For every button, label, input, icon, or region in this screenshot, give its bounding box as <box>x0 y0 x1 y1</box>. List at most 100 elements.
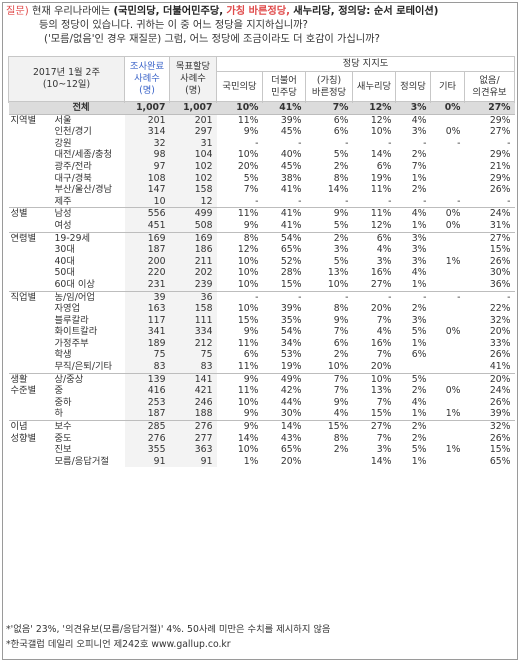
segment-label: 블루칼라 <box>54 314 89 326</box>
group-label <box>9 149 53 161</box>
cell-cases: 98 <box>124 149 170 161</box>
survey-cases-line1: 조사완료 <box>129 61 165 72</box>
cell-percent: 34% <box>280 337 302 349</box>
cell-percent: 5% <box>333 219 349 231</box>
table-row: 60대 이상 231 239 10% 15% 10% 27% 1% 36% <box>9 278 515 291</box>
cell-percent: 41% <box>280 219 302 231</box>
table-row: 수준별 중 416 421 11% 42% 7% 13% 2% 0% 24% <box>9 385 515 397</box>
cell-percent: 11% <box>352 207 396 220</box>
segment-label: 40대 <box>54 255 75 267</box>
cell-percent: 0% <box>445 385 461 397</box>
question-line-1: 질문) 현재 우리나라에는 (국민의당, 더불어민주당, 가칭 바른정당, 새누… <box>6 5 516 19</box>
segment-label: 19-29세 <box>52 231 125 245</box>
cell-percent: - <box>457 137 461 149</box>
cell-percent: 4% <box>395 113 431 127</box>
group-label <box>9 161 53 173</box>
cell-cases: 253 <box>124 396 170 409</box>
cell-percent: 6% <box>352 231 396 245</box>
cell-percent: 0% <box>430 207 465 220</box>
cell-cases: 83 <box>124 361 170 374</box>
cell-percent: 10% <box>237 303 259 315</box>
cell-percent: 32% <box>464 420 515 433</box>
cell-percent <box>431 244 465 256</box>
footnote-2: *한국갤럽 데일리 오피니언 제242호 www.gallup.co.kr <box>6 639 231 650</box>
cell-percent: 24% <box>489 385 511 397</box>
cell-percent: 9% <box>216 372 263 386</box>
cell-percent <box>431 161 465 173</box>
cell-percent: 12% <box>237 244 259 256</box>
cell-cases: 202 <box>169 267 217 279</box>
cell-percent: 7% <box>376 396 392 408</box>
cell-percent: 11% <box>216 113 263 127</box>
cell-percent: 32% <box>489 314 511 326</box>
cell-percent: 14% <box>370 455 392 467</box>
cell-percent: 42% <box>280 385 302 397</box>
cell-percent: 7% <box>333 385 349 397</box>
cell-percent <box>430 420 465 433</box>
cell-percent: 3% <box>411 126 427 138</box>
cell-percent: 54% <box>262 231 306 245</box>
cell-percent: 27% <box>352 420 396 433</box>
cell-percent: 6% <box>376 160 392 172</box>
table-row: 연령별 19-29세 169 169 8% 54% 2% 6% 3% 27% <box>8 231 515 245</box>
cell-percent <box>396 361 431 373</box>
group-label <box>9 408 53 420</box>
group-label <box>9 338 53 350</box>
cell-percent: 14% <box>370 149 392 161</box>
cell-percent: 20% <box>280 455 302 467</box>
cell-percent <box>431 397 465 409</box>
target-cases-header: 목표할당 사례수 (명) <box>169 56 217 102</box>
cell-percent: 11% <box>237 361 259 373</box>
segment-label: 진보 <box>54 444 72 456</box>
target-cases-line3: (명) <box>185 85 201 96</box>
group-label: 지역별 <box>8 113 53 127</box>
question-line-3: ('모름/없음'인 경우 재질문) 그럼, 어느 정당에 조금이라도 더 호감이… <box>44 34 380 45</box>
target-cases-line1: 목표할당 <box>175 61 211 72</box>
cell-cases: 75 <box>169 349 217 362</box>
table-row: 생활 상/중상 139 141 9% 49% 7% 10% 5% 20% <box>8 372 515 386</box>
table-row: 직업별 농/임/어업 39 36- - - - - - - <box>8 290 515 304</box>
table-row: 성별 남성 556 499 11% 41% 9% 11% 4% 0% 24% <box>8 207 515 220</box>
cell-percent: 7% <box>376 349 392 361</box>
cell-percent: 29% <box>489 172 511 184</box>
cell-percent <box>430 231 465 245</box>
cell-percent: 5% <box>243 172 259 184</box>
segment-label: 자영업 <box>54 303 81 315</box>
cell-cases: 211 <box>169 255 217 268</box>
table-row: 학생 75 75 6% 53% 2% 7% 6% 26% <box>9 349 515 362</box>
cell-cases: 186 <box>169 244 217 256</box>
cell-percent: 33% <box>489 337 511 349</box>
cell-cases: 141 <box>169 372 217 386</box>
segment-label: 강원 <box>54 137 72 149</box>
cell-percent: 5% <box>395 372 431 386</box>
cell-percent: 26% <box>489 184 511 196</box>
cell-percent: - <box>298 195 302 207</box>
table-row: 자영업 163 158 10% 39% 8% 20% 2% 22% <box>9 303 515 315</box>
cell-percent: - <box>352 290 396 304</box>
group-label <box>9 220 53 232</box>
cell-cases: 12 <box>169 195 217 208</box>
cell-percent: 53% <box>280 349 302 361</box>
cell-percent: 1% <box>445 408 461 420</box>
group-label: 연령별 <box>8 231 53 245</box>
cell-cases: 139 <box>124 372 170 386</box>
group-label <box>9 126 53 138</box>
segment-label: 부산/울산/경남 <box>54 184 113 196</box>
cell-percent: 0% <box>445 219 461 231</box>
cell-cases: 10 <box>124 195 170 208</box>
party-header-3: 새누리당 <box>352 71 396 102</box>
cell-cases: 108 <box>124 172 170 185</box>
cell-percent: 15% <box>370 408 392 420</box>
cell-cases: 163 <box>124 303 170 315</box>
segment-label: 여성 <box>54 219 72 231</box>
segment-label: 광주/전라 <box>54 160 92 172</box>
cell-percent: 6% <box>411 349 427 361</box>
cell-cases: 314 <box>124 126 170 138</box>
segment-label: 30대 <box>54 244 75 256</box>
question-parties-highlight: 가칭 바른정당, <box>226 6 291 17</box>
cell-cases: 97 <box>124 160 170 173</box>
cell-percent: 8% <box>216 231 263 245</box>
cell-percent: 15% <box>305 420 353 433</box>
cell-cases: 102 <box>169 172 217 185</box>
cell-percent: 3% <box>411 244 427 256</box>
